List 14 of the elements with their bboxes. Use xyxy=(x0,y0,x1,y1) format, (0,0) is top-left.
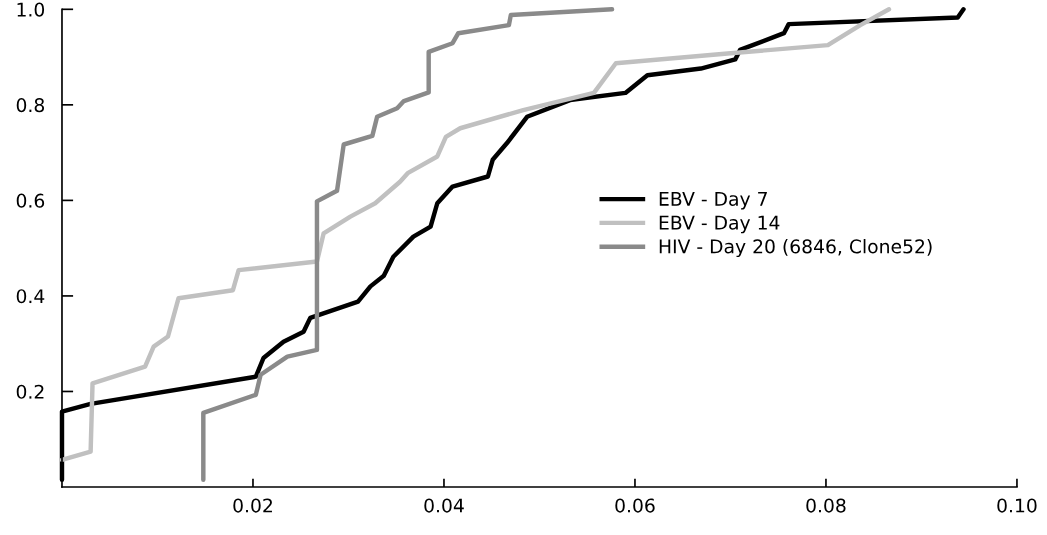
y-tick-label: 1.0 xyxy=(17,2,45,17)
y-tick-label: 0.8 xyxy=(16,98,45,113)
legend-label: EBV - Day 7 xyxy=(659,192,767,210)
x-tick-label: 0.04 xyxy=(424,498,464,513)
y-tick-label: 0.6 xyxy=(16,193,45,208)
x-tick-label: 0.08 xyxy=(806,498,846,513)
x-tick-label: 0.10 xyxy=(997,498,1037,513)
y-tick-label: 0.4 xyxy=(16,289,45,304)
x-tick-label: 0.06 xyxy=(615,498,655,513)
line-series xyxy=(201,7,615,483)
y-tick-label: 0.2 xyxy=(16,384,44,399)
legend-label: EBV - Day 14 xyxy=(659,215,780,234)
x-tick-label: 0.02 xyxy=(233,498,272,513)
legend-label: HIV - Day 20 (6846, Clone52) xyxy=(659,238,932,258)
